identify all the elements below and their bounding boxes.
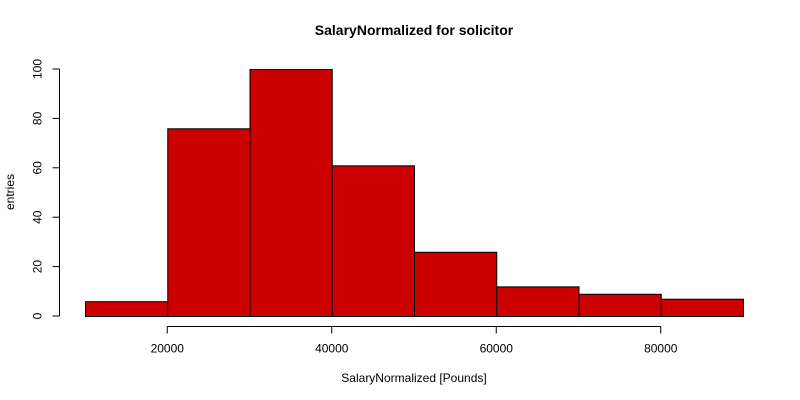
y-tick-label: 0 <box>31 312 45 319</box>
histogram-bar <box>496 286 580 317</box>
y-tick-label: 60 <box>31 161 45 175</box>
y-axis-title: entries <box>3 174 17 210</box>
y-tick-label: 100 <box>31 59 45 79</box>
histogram-bar <box>85 301 169 317</box>
x-axis: 20000 40000 60000 80000 <box>151 326 678 356</box>
y-tick-label: 80 <box>31 111 45 125</box>
x-axis-title: SalaryNormalized [Pounds] <box>341 371 486 385</box>
histogram-bar <box>578 293 662 317</box>
bars-group <box>85 69 744 317</box>
histogram-bar <box>167 128 251 317</box>
chart-title: SalaryNormalized for solicitor <box>315 22 514 38</box>
y-axis: 0 20 40 60 80 100 <box>31 59 60 319</box>
histogram-bar <box>660 298 744 317</box>
x-tick-label: 80000 <box>644 342 678 356</box>
y-tick-label: 20 <box>31 260 45 274</box>
x-tick-label: 60000 <box>480 342 514 356</box>
x-tick-label: 20000 <box>151 342 185 356</box>
histogram-bar <box>331 165 415 317</box>
x-tick-label: 40000 <box>315 342 349 356</box>
y-tick-label: 40 <box>31 210 45 224</box>
histogram-bar <box>249 69 333 317</box>
histogram-bar <box>414 251 498 317</box>
